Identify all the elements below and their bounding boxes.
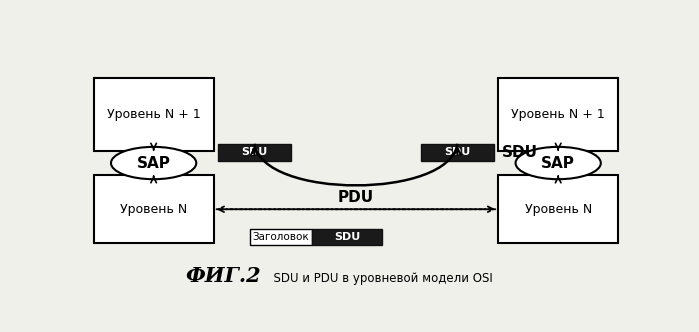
Text: SDU: SDU <box>241 147 268 157</box>
Text: SDU: SDU <box>502 145 538 160</box>
Text: Уровень N: Уровень N <box>120 203 187 216</box>
Bar <box>250 229 312 245</box>
Bar <box>94 175 214 243</box>
Bar <box>498 78 618 151</box>
Text: ФИГ.2: ФИГ.2 <box>185 266 261 286</box>
Text: SAP: SAP <box>541 155 575 171</box>
Bar <box>217 144 291 161</box>
Text: SAP: SAP <box>137 155 171 171</box>
Ellipse shape <box>111 147 196 179</box>
Bar <box>498 175 618 243</box>
Text: Заголовок: Заголовок <box>253 232 310 242</box>
Text: Уровень N: Уровень N <box>524 203 592 216</box>
Bar <box>94 78 214 151</box>
Bar <box>421 144 494 161</box>
Text: Уровень N + 1: Уровень N + 1 <box>511 108 605 121</box>
Text: SDU и PDU в уровневой модели OSI: SDU и PDU в уровневой модели OSI <box>266 273 492 286</box>
Text: Уровень N + 1: Уровень N + 1 <box>107 108 201 121</box>
Bar <box>312 229 382 245</box>
Text: SDU: SDU <box>334 232 360 242</box>
Text: PDU: PDU <box>338 190 374 205</box>
Text: SDU: SDU <box>445 147 470 157</box>
Ellipse shape <box>516 147 601 179</box>
